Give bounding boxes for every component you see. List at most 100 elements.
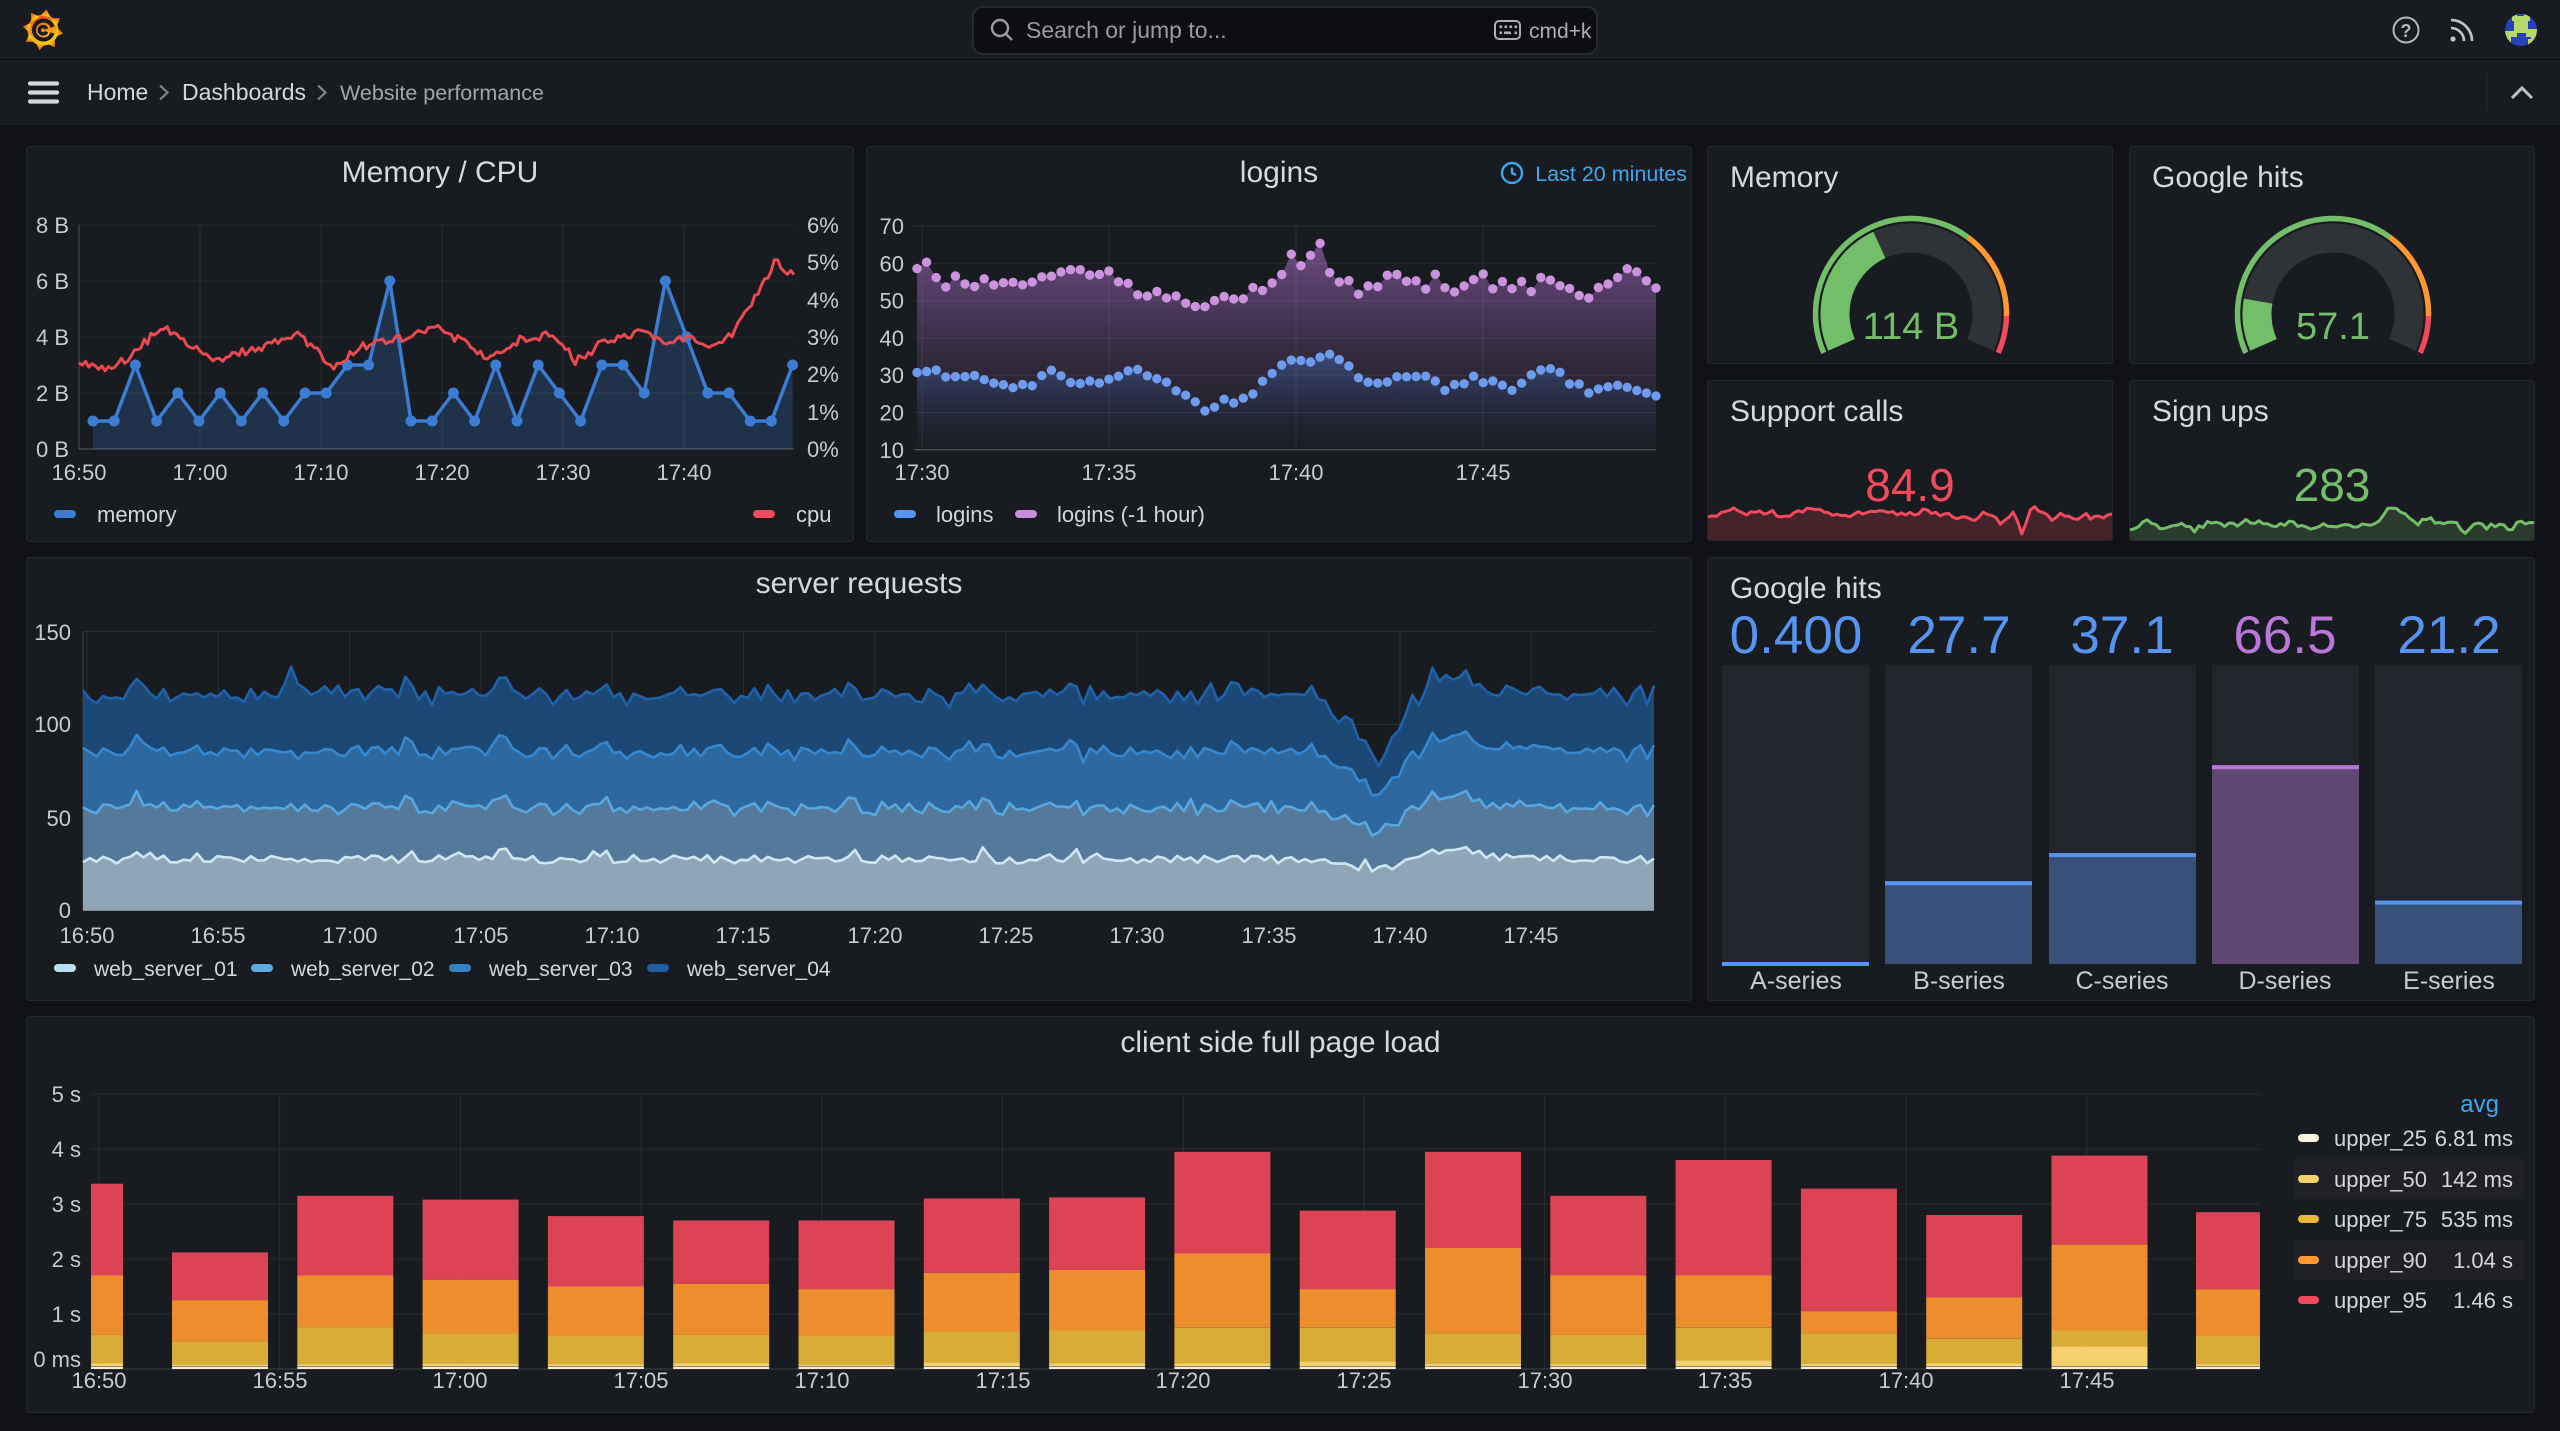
svg-text:5%: 5% (807, 250, 839, 275)
svg-text:memory: memory (97, 502, 176, 527)
svg-text:17:10: 17:10 (293, 460, 348, 485)
svg-text:17:40: 17:40 (1268, 460, 1323, 485)
svg-text:100: 100 (34, 712, 71, 737)
svg-text:17:25: 17:25 (1336, 1368, 1391, 1393)
svg-text:17:00: 17:00 (172, 460, 227, 485)
svg-text:37.1: 37.1 (2070, 606, 2173, 665)
svg-text:66.5: 66.5 (2233, 606, 2336, 665)
svg-text:2%: 2% (807, 362, 839, 387)
svg-text:D-series: D-series (2238, 967, 2331, 995)
svg-text:20: 20 (880, 401, 904, 426)
svg-text:17:40: 17:40 (1372, 923, 1427, 948)
svg-text:40: 40 (880, 326, 904, 351)
svg-text:17:00: 17:00 (322, 923, 377, 948)
svg-text:1.46 s: 1.46 s (2453, 1288, 2513, 1313)
svg-text:84.9: 84.9 (1865, 459, 1955, 511)
svg-text:1.04 s: 1.04 s (2453, 1248, 2513, 1273)
svg-text:10: 10 (880, 438, 904, 463)
svg-text:17:35: 17:35 (1081, 460, 1136, 485)
svg-text:535 ms: 535 ms (2441, 1207, 2513, 1232)
svg-text:cmd+k: cmd+k (1529, 20, 1592, 43)
svg-text:16:55: 16:55 (190, 923, 245, 948)
svg-text:Last 20 minutes: Last 20 minutes (1535, 162, 1687, 186)
svg-text:17:30: 17:30 (535, 460, 590, 485)
svg-text:web_server_02: web_server_02 (290, 958, 435, 981)
svg-text:17:10: 17:10 (794, 1368, 849, 1393)
svg-text:50: 50 (880, 289, 904, 314)
svg-text:2 s: 2 s (52, 1247, 81, 1272)
svg-text:16:55: 16:55 (252, 1368, 307, 1393)
svg-text:0.400: 0.400 (1730, 606, 1863, 665)
svg-text:17:05: 17:05 (453, 923, 508, 948)
svg-text:upper_90: upper_90 (2334, 1248, 2427, 1273)
svg-text:17:40: 17:40 (1878, 1368, 1933, 1393)
svg-text:150: 150 (34, 620, 71, 645)
svg-text:2 B: 2 B (36, 381, 69, 406)
svg-text:E-series: E-series (2403, 967, 2495, 995)
svg-text:17:45: 17:45 (2059, 1368, 2114, 1393)
svg-text:17:40: 17:40 (656, 460, 711, 485)
svg-text:17:45: 17:45 (1503, 923, 1558, 948)
svg-text:17:25: 17:25 (978, 923, 1033, 948)
svg-text:web_server_04: web_server_04 (686, 958, 831, 981)
svg-text:web_server_03: web_server_03 (488, 958, 633, 981)
svg-text:C-series: C-series (2075, 967, 2168, 995)
svg-text:4 s: 4 s (52, 1137, 81, 1162)
svg-text:17:10: 17:10 (584, 923, 639, 948)
svg-text:0: 0 (59, 898, 71, 923)
svg-text:16:50: 16:50 (51, 460, 106, 485)
svg-text:60: 60 (880, 251, 904, 276)
svg-text:17:00: 17:00 (432, 1368, 487, 1393)
svg-text:5 s: 5 s (52, 1082, 81, 1107)
svg-text:30: 30 (880, 363, 904, 388)
svg-text:17:20: 17:20 (847, 923, 902, 948)
svg-text:Website performance: Website performance (340, 81, 544, 105)
svg-text:17:35: 17:35 (1241, 923, 1296, 948)
svg-text:50: 50 (47, 806, 71, 831)
svg-text:cpu: cpu (796, 502, 831, 527)
svg-text:17:30: 17:30 (1109, 923, 1164, 948)
svg-text:logins (-1 hour): logins (-1 hour) (1057, 502, 1205, 527)
svg-text:21.2: 21.2 (2397, 606, 2500, 665)
svg-text:Dashboards: Dashboards (182, 79, 306, 105)
svg-text:1%: 1% (807, 400, 839, 425)
svg-text:web_server_01: web_server_01 (93, 958, 238, 981)
svg-text:6 B: 6 B (36, 269, 69, 294)
svg-text:upper_75: upper_75 (2334, 1207, 2427, 1232)
svg-text:17:45: 17:45 (1455, 460, 1510, 485)
svg-text:114 B: 114 B (1863, 306, 1959, 348)
svg-text:A-series: A-series (1750, 967, 1842, 995)
svg-text:?: ? (2401, 21, 2412, 41)
svg-text:0 B: 0 B (36, 437, 69, 462)
svg-text:1 s: 1 s (52, 1302, 81, 1327)
svg-text:6%: 6% (807, 213, 839, 238)
svg-text:3 s: 3 s (52, 1192, 81, 1217)
svg-text:logins: logins (936, 502, 993, 527)
svg-text:70: 70 (880, 214, 904, 239)
svg-text:27.7: 27.7 (1907, 606, 2010, 665)
svg-text:283: 283 (2294, 459, 2371, 511)
svg-text:17:30: 17:30 (894, 460, 949, 485)
svg-text:4%: 4% (807, 288, 839, 313)
svg-text:upper_25: upper_25 (2334, 1126, 2427, 1151)
svg-text:0%: 0% (807, 437, 839, 462)
svg-text:Home: Home (87, 79, 148, 105)
svg-text:17:35: 17:35 (1697, 1368, 1752, 1393)
svg-text:avg: avg (2460, 1091, 2499, 1118)
svg-text:17:05: 17:05 (613, 1368, 668, 1393)
svg-text:upper_50: upper_50 (2334, 1167, 2427, 1192)
svg-text:17:30: 17:30 (1517, 1368, 1572, 1393)
svg-text:57.1: 57.1 (2296, 306, 2370, 348)
svg-text:upper_95: upper_95 (2334, 1288, 2427, 1313)
svg-text:0 ms: 0 ms (33, 1347, 81, 1372)
svg-text:4 B: 4 B (36, 325, 69, 350)
svg-text:6.81 ms: 6.81 ms (2435, 1126, 2513, 1151)
svg-text:8 B: 8 B (36, 213, 69, 238)
svg-text:16:50: 16:50 (59, 923, 114, 948)
svg-text:3%: 3% (807, 325, 839, 350)
svg-text:17:15: 17:15 (975, 1368, 1030, 1393)
svg-text:142 ms: 142 ms (2441, 1167, 2513, 1192)
svg-text:16:50: 16:50 (71, 1368, 126, 1393)
svg-text:B-series: B-series (1913, 967, 2005, 995)
svg-text:Search or jump to...: Search or jump to... (1026, 17, 1227, 43)
